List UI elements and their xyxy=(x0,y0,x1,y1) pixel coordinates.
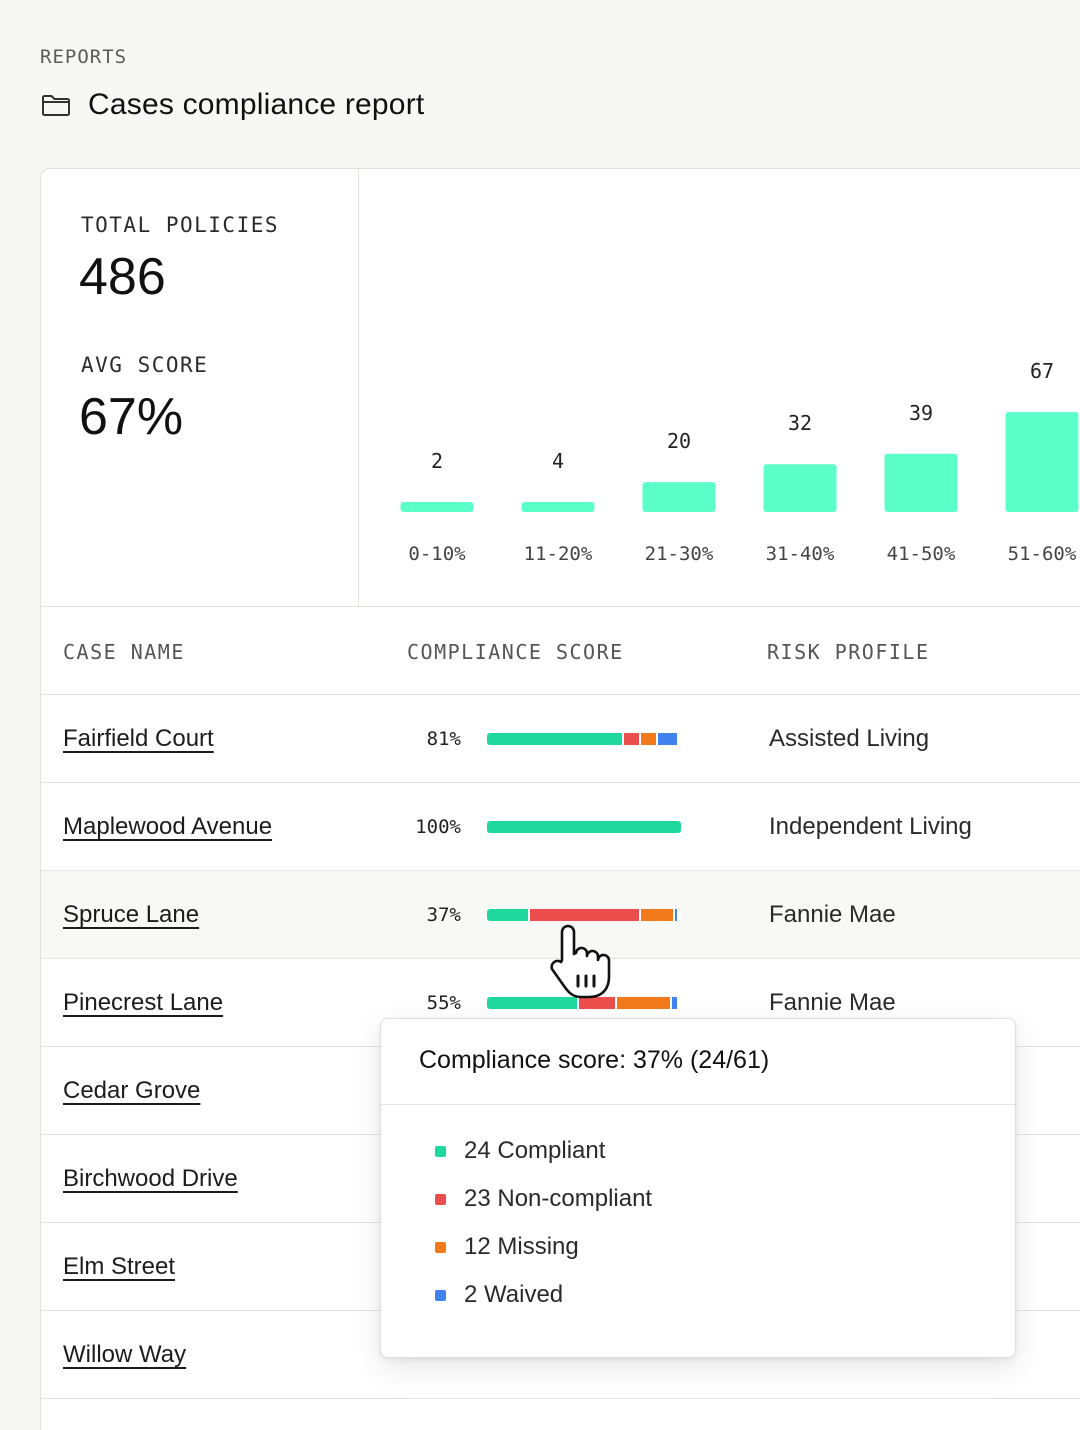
total-policies-label: TOTAL POLICIES xyxy=(81,213,280,237)
folder-icon xyxy=(42,95,70,116)
legend-swatch xyxy=(435,1193,446,1205)
compliance-tooltip: Compliance score: 37% (24/61) 24 Complia… xyxy=(380,1018,1016,1358)
case-name-link[interactable]: Willow Way xyxy=(63,1341,187,1368)
case-name-link[interactable]: Birchwood Drive xyxy=(63,1165,238,1192)
risk-profile: Fannie Mae xyxy=(769,989,896,1016)
chart-category-label: 0-10% xyxy=(408,543,466,565)
risk-profile: Assisted Living xyxy=(769,725,930,752)
tooltip-item: 12 Missing xyxy=(435,1223,1015,1271)
tooltip-item-label: 24 Compliant xyxy=(464,1137,606,1164)
chart-bar[interactable] xyxy=(521,502,595,512)
score-distribution-chart: 2 0-10% 4 11-20% 20 21-30% 32 31-40% 39 41-50% 67 5… xyxy=(359,169,1080,607)
bar-segment-missing[interactable] xyxy=(641,733,657,745)
tooltip-title: Compliance score: 37% (24/61) xyxy=(381,1019,1015,1105)
chart-value-label: 67 xyxy=(1030,359,1054,383)
bar-segment-missing[interactable] xyxy=(616,997,670,1009)
summary-stats: TOTAL POLICIES 486 AVG SCORE 67% xyxy=(41,169,359,607)
chart-value-label: 32 xyxy=(788,411,812,435)
bar-segment-waived[interactable] xyxy=(658,733,678,745)
chart-bar[interactable] xyxy=(1005,412,1079,512)
chart-bar[interactable] xyxy=(763,464,837,512)
chart-value-label: 39 xyxy=(909,401,933,425)
bar-segment-non-compliant[interactable] xyxy=(624,733,640,745)
compliance-bar[interactable] xyxy=(487,909,681,921)
bar-segment-missing[interactable] xyxy=(641,909,674,921)
table-row[interactable]: Maplewood Avenue 100% Independent Living xyxy=(41,783,1080,871)
chart-category-label: 11-20% xyxy=(524,543,593,565)
chart-value-label: 20 xyxy=(667,429,691,453)
page-title: Cases compliance report xyxy=(88,88,425,121)
chart-category-label: 21-30% xyxy=(645,543,714,565)
tooltip-item-label: 12 Missing xyxy=(464,1233,579,1260)
legend-swatch xyxy=(435,1289,446,1301)
bar-segment-non-compliant[interactable] xyxy=(530,909,640,921)
compliance-percent: 100% xyxy=(415,816,461,838)
breadcrumb[interactable]: REPORTS xyxy=(40,46,128,68)
bar-segment-compliant[interactable] xyxy=(487,997,578,1009)
case-name-link[interactable]: Pinecrest Lane xyxy=(63,989,224,1016)
chart-svg: 2 0-10% 4 11-20% 20 21-30% 32 31-40% 39 41-50% 67 5… xyxy=(400,359,1079,565)
chart-category-label: 51-60% xyxy=(1008,543,1077,565)
chart-value-label: 2 xyxy=(431,449,443,473)
case-name-link[interactable]: Maplewood Avenue xyxy=(63,813,273,840)
case-name-link[interactable]: Spruce Lane xyxy=(63,901,200,928)
chart-bar[interactable] xyxy=(884,453,958,512)
tooltip-item: 2 Waived xyxy=(435,1271,1015,1319)
chart-category-label: 31-40% xyxy=(766,543,835,565)
risk-profile: Fannie Mae xyxy=(769,901,896,928)
case-name-link[interactable]: Cedar Grove xyxy=(63,1077,201,1104)
compliance-bar[interactable] xyxy=(487,733,681,745)
chart-value-label: 4 xyxy=(552,449,564,473)
compliance-bar[interactable] xyxy=(487,997,681,1009)
case-name-link[interactable]: Elm Street xyxy=(63,1253,176,1280)
tooltip-item-label: 2 Waived xyxy=(464,1281,564,1308)
legend-swatch xyxy=(435,1145,446,1157)
bar-segment-non-compliant[interactable] xyxy=(579,997,615,1009)
header-risk-profile[interactable]: RISK PROFILE xyxy=(767,640,930,664)
avg-score-value: 67% xyxy=(79,388,184,446)
chart-category-label: 41-50% xyxy=(887,543,956,565)
legend-swatch xyxy=(435,1241,446,1253)
bar-segment-compliant[interactable] xyxy=(487,733,623,745)
tooltip-legend: 24 Compliant 23 Non-compliant 12 Missing 2 … xyxy=(381,1105,1015,1319)
chart-bar[interactable] xyxy=(400,502,474,512)
tooltip-item: 23 Non-compliant xyxy=(435,1175,1015,1223)
avg-score-label: AVG SCORE xyxy=(81,353,209,377)
page-header: Cases compliance report xyxy=(40,88,424,122)
case-name-link[interactable]: Fairfield Court xyxy=(63,725,214,752)
table-row[interactable]: Fairfield Court 81% Assisted Living xyxy=(41,695,1080,783)
header-case-name[interactable]: CASE NAME xyxy=(63,640,185,664)
compliance-percent: 81% xyxy=(426,728,461,750)
header-compliance-score[interactable]: COMPLIANCE SCORE xyxy=(407,640,624,664)
table-header: CASE NAME COMPLIANCE SCORE RISK PROFILE xyxy=(41,607,1080,695)
compliance-percent: 55% xyxy=(426,992,461,1014)
bar-segment-waived[interactable] xyxy=(675,909,678,921)
bar-segment-compliant[interactable] xyxy=(487,821,681,833)
bar-segment-compliant[interactable] xyxy=(487,909,529,921)
compliance-bar[interactable] xyxy=(487,821,681,833)
table-row[interactable]: Spruce Lane 37% Fannie Mae xyxy=(41,871,1080,959)
chart-bar[interactable] xyxy=(642,482,716,512)
tooltip-item-label: 23 Non-compliant xyxy=(464,1185,653,1212)
risk-profile: Independent Living xyxy=(769,813,972,840)
tooltip-item: 24 Compliant xyxy=(435,1127,1015,1175)
bar-segment-waived[interactable] xyxy=(671,997,678,1009)
hand-pointer-icon xyxy=(550,924,611,999)
total-policies-value: 486 xyxy=(79,248,166,306)
compliance-percent: 37% xyxy=(426,904,461,926)
